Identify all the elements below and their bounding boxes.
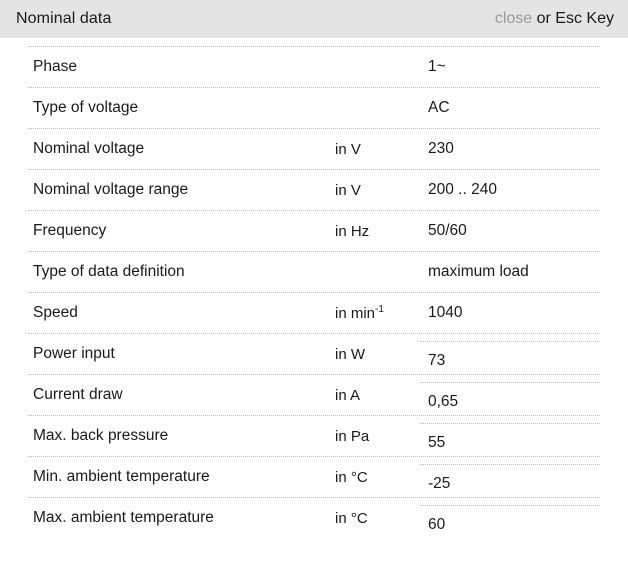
table-row: Max. ambient temperature in °C 60 [0,497,628,538]
row-unit-exponent: -1 [375,304,384,315]
row-label: Max. back pressure [33,427,169,444]
row-unit: in Pa [335,428,369,445]
row-divider-value [420,423,600,424]
table-row: Nominal voltage in V 230 [0,128,628,169]
row-divider-value [420,382,600,383]
row-unit: in °C [335,510,368,527]
row-value: 0,65 [428,393,459,410]
row-value: 1040 [428,304,463,321]
row-value: 55 [428,434,446,451]
row-value: 50/60 [428,222,467,239]
row-divider-value [420,464,600,465]
row-unit: in °C [335,469,368,486]
nominal-data-table: Phase 1~ Type of voltage AC Nominal voltage i… [0,38,628,538]
row-value: 200 .. 240 [428,181,497,198]
row-divider-label [28,333,600,334]
row-label: Frequency [33,222,107,239]
row-label: Nominal voltage [33,140,145,157]
row-divider-label [28,169,600,170]
row-label: Type of voltage [33,99,139,116]
row-label: Min. ambient temperature [33,468,210,485]
row-label: Max. ambient temperature [33,509,214,526]
row-divider-label [28,46,600,47]
row-value: 230 [428,140,454,157]
row-unit-text: in min [335,305,376,322]
row-divider-label [28,374,600,375]
close-button[interactable]: close [494,10,533,27]
row-divider-label [28,292,600,293]
row-divider-value [420,341,600,342]
row-unit-text: in °C [335,469,368,486]
table-row: Min. ambient temperature in °C -25 [0,456,628,497]
row-label: Current draw [33,386,123,403]
row-value: 1~ [428,58,446,75]
row-value: AC [428,99,450,116]
row-unit-text: in V [335,141,361,158]
row-divider-label [28,87,600,88]
row-divider-label [28,210,600,211]
row-divider-label [28,128,600,129]
row-unit-text: in Pa [335,428,370,445]
table-row: Speed in min-1 1040 [0,292,628,333]
table-row: Power input in W 73 [0,333,628,374]
row-divider-label [28,415,600,416]
row-unit-text: in A [335,387,361,404]
row-value: 73 [428,352,446,369]
row-unit-text: in V [335,182,361,199]
row-divider-label [28,456,600,457]
table-row: Current draw in A 0,65 [0,374,628,415]
close-hint: close or Esc Key [495,10,614,28]
row-unit: in V [335,182,361,199]
row-divider-value [420,505,600,506]
row-unit: in min-1 [335,304,384,323]
table-row: Type of data definition maximum load [0,251,628,292]
row-value: -25 [428,475,451,492]
row-value: 60 [428,516,446,533]
row-unit-text: in °C [335,510,368,527]
esc-key-hint-label: or Esc Key [532,10,614,27]
row-label: Nominal voltage range [33,181,189,198]
row-divider-label [28,251,600,252]
row-unit: in A [335,387,360,404]
row-unit-text: in Hz [335,223,370,240]
row-label: Speed [33,304,78,321]
row-unit: in V [335,141,361,158]
row-label: Phase [33,58,77,75]
table-row: Type of voltage AC [0,87,628,128]
table-row: Max. back pressure in Pa 55 [0,415,628,456]
table-row: Nominal voltage range in V 200 .. 240 [0,169,628,210]
row-label: Power input [33,345,115,362]
row-value: maximum load [428,263,529,280]
dialog-titlebar: Nominal data close or Esc Key [0,0,628,38]
row-unit: in Hz [335,223,369,240]
row-divider-label [28,497,600,498]
row-unit-text: in W [335,346,365,363]
page-title: Nominal data [16,10,112,27]
table-row: Phase 1~ [0,46,628,87]
row-unit: in W [335,346,365,363]
row-label: Type of data definition [33,263,185,280]
table-row: Frequency in Hz 50/60 [0,210,628,251]
